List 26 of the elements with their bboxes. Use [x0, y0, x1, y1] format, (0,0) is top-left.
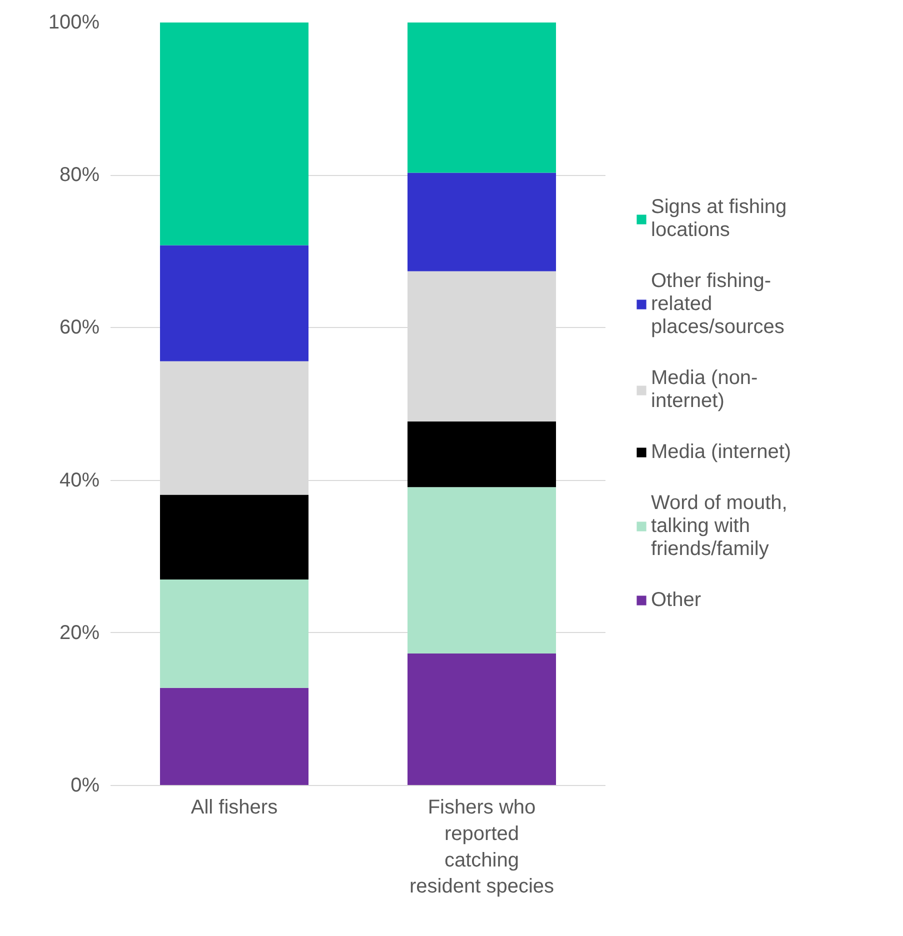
- bar: [160, 361, 308, 495]
- bar: [408, 654, 556, 786]
- bar: [408, 271, 556, 422]
- bar: [408, 172, 556, 272]
- y-tick-label: 100%: [48, 12, 100, 34]
- y-tick-label: 80%: [59, 164, 100, 186]
- y-tick-label: 20%: [59, 622, 100, 644]
- bar: [160, 494, 308, 580]
- legend-label: Other: [651, 588, 702, 612]
- legend-label: Word of mouth, talking with friends/family: [651, 492, 788, 560]
- legend-label: Other fishing-related places/sources: [651, 270, 784, 338]
- bar: [160, 579, 308, 688]
- x-tick-label: Fishers who reported catching resident species: [409, 796, 554, 898]
- legend-label: Media (non-internet): [651, 366, 758, 412]
- bar: [160, 688, 308, 786]
- legend-label: Media (internet): [651, 440, 792, 464]
- y-tick-label: 40%: [59, 469, 100, 492]
- bar: [408, 487, 556, 654]
- bar: [408, 22, 556, 173]
- legend-label: Signs at fishing locations: [651, 196, 787, 242]
- y-tick-label: 0%: [70, 774, 100, 796]
- bar: [160, 245, 308, 362]
- x-tick-label: All fishers: [190, 796, 278, 818]
- y-tick-label: 60%: [59, 316, 100, 339]
- bar: [408, 422, 556, 488]
- bar: [160, 22, 308, 246]
